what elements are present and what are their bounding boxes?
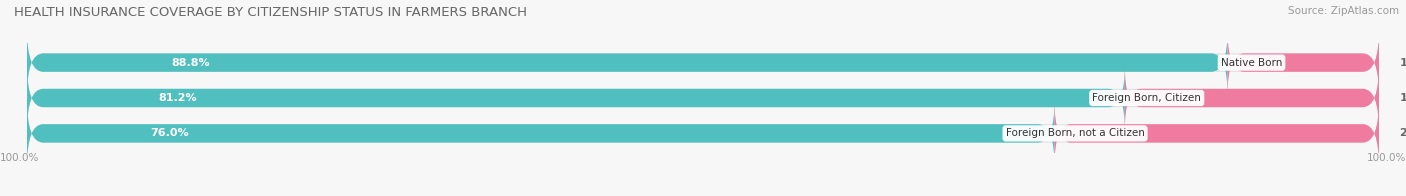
FancyBboxPatch shape [27,29,1227,96]
FancyBboxPatch shape [1054,100,1379,167]
Text: Foreign Born, Citizen: Foreign Born, Citizen [1092,93,1201,103]
Text: 88.8%: 88.8% [172,58,209,68]
FancyBboxPatch shape [27,65,1125,131]
Text: 100.0%: 100.0% [0,152,39,162]
Text: 11.2%: 11.2% [1399,58,1406,68]
Text: 76.0%: 76.0% [150,128,188,138]
FancyBboxPatch shape [1125,65,1379,131]
Text: 81.2%: 81.2% [159,93,197,103]
FancyBboxPatch shape [27,29,1379,96]
FancyBboxPatch shape [1227,29,1379,96]
Text: Source: ZipAtlas.com: Source: ZipAtlas.com [1288,6,1399,16]
Text: HEALTH INSURANCE COVERAGE BY CITIZENSHIP STATUS IN FARMERS BRANCH: HEALTH INSURANCE COVERAGE BY CITIZENSHIP… [14,6,527,19]
Text: Foreign Born, not a Citizen: Foreign Born, not a Citizen [1005,128,1144,138]
Text: 24.0%: 24.0% [1399,128,1406,138]
Text: Native Born: Native Born [1220,58,1282,68]
FancyBboxPatch shape [27,100,1054,167]
Text: 18.8%: 18.8% [1399,93,1406,103]
FancyBboxPatch shape [27,100,1379,167]
FancyBboxPatch shape [27,65,1379,131]
Text: 100.0%: 100.0% [1367,152,1406,162]
